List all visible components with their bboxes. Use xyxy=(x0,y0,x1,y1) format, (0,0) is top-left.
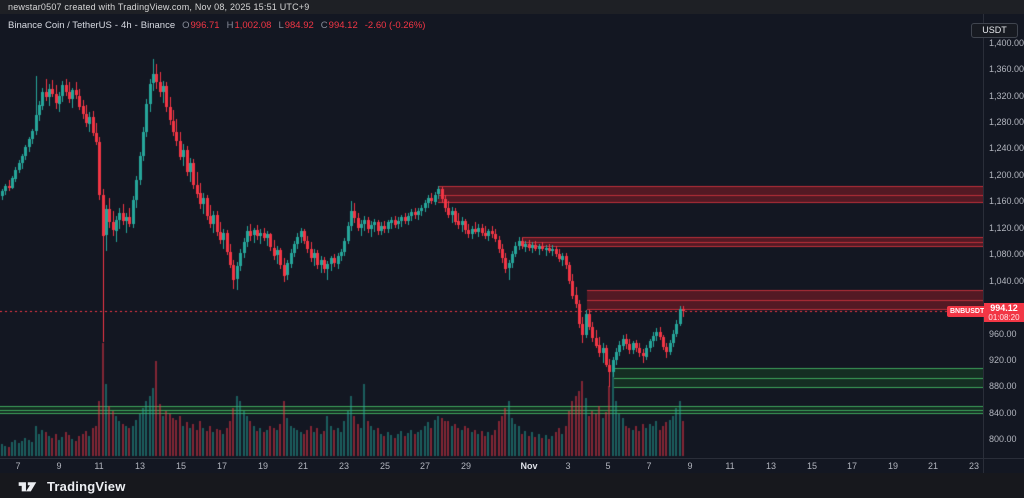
symbol-legend: Binance Coin / TetherUS -4h - Binance O996.7… xyxy=(8,20,425,31)
axis-separator xyxy=(983,14,984,473)
time-tick: 19 xyxy=(257,461,268,471)
tradingview-wordmark: TradingView xyxy=(47,479,126,494)
last-price-value: 994.12 xyxy=(990,303,1018,313)
time-tick: 11 xyxy=(94,461,104,471)
attribution-text: newstar0507 created with TradingView.com… xyxy=(8,2,310,12)
time-tick: 3 xyxy=(565,461,571,471)
candlestick-chart[interactable] xyxy=(0,14,983,458)
open-value: 996.71 xyxy=(190,20,220,31)
time-tick: 13 xyxy=(765,461,776,471)
change-value: -2.60 (-0.26%) xyxy=(364,20,426,31)
symbol-price-tag: BNBUSDT xyxy=(947,306,988,317)
time-tick: 9 xyxy=(56,461,62,471)
attribution-bar: newstar0507 created with TradingView.com… xyxy=(0,0,1024,14)
high-label: H xyxy=(226,20,234,31)
time-tick: 21 xyxy=(927,461,938,471)
time-tick: 21 xyxy=(297,461,308,471)
tradingview-logo xyxy=(18,478,40,495)
time-tick: 5 xyxy=(605,461,611,471)
price-axis[interactable]: 1,400.00 1,360.00 1,320.00 1,280.00 1,240.00… xyxy=(984,14,1024,458)
legend-separator: - xyxy=(134,20,138,31)
time-tick: 23 xyxy=(338,461,349,471)
time-axis[interactable]: 7 9 11 13 15 17 19 21 23 25 27 29 Nov 3 5 7 9 11 13 15 17 19 2… xyxy=(0,458,1024,473)
tradingview-link[interactable]: TradingView xyxy=(18,478,126,495)
price-tick: 840.00 xyxy=(989,407,1017,418)
low-value: 984.92 xyxy=(284,20,314,31)
time-tick: 7 xyxy=(646,461,652,471)
close-label: C xyxy=(320,20,328,31)
price-tick: 1,240.00 xyxy=(989,143,1024,154)
bar-countdown: 01:08:20 xyxy=(988,313,1020,322)
price-tick: 1,040.00 xyxy=(989,275,1024,286)
time-tick: 27 xyxy=(419,461,430,471)
price-tick: 1,160.00 xyxy=(989,196,1024,207)
time-tick: 13 xyxy=(134,461,145,471)
time-tick: 19 xyxy=(887,461,898,471)
price-tick: 1,320.00 xyxy=(989,90,1024,101)
price-tick: 1,400.00 xyxy=(989,37,1024,48)
close-value: 994.12 xyxy=(328,20,358,31)
time-tick: 17 xyxy=(846,461,857,471)
time-tick: 9 xyxy=(687,461,693,471)
price-tick: 1,200.00 xyxy=(989,169,1024,180)
time-tick: 11 xyxy=(725,461,735,471)
time-tick: 25 xyxy=(379,461,390,471)
time-tick: 15 xyxy=(806,461,817,471)
symbol-name[interactable]: Binance Coin / TetherUS xyxy=(8,20,112,31)
price-tick: 920.00 xyxy=(989,354,1017,365)
price-tick: 880.00 xyxy=(989,381,1017,392)
footer-bar: TradingView xyxy=(0,473,1024,498)
price-tick: 960.00 xyxy=(989,328,1017,339)
time-tick: 7 xyxy=(15,461,21,471)
time-tick: 15 xyxy=(175,461,186,471)
price-tick: 1,360.00 xyxy=(989,64,1024,75)
time-tick: 17 xyxy=(216,461,227,471)
legend-separator: - xyxy=(114,20,119,31)
low-label: L xyxy=(278,20,284,31)
time-tick: 23 xyxy=(968,461,979,471)
exchange-label: Binance xyxy=(140,20,176,31)
currency-toggle-button[interactable]: USDT xyxy=(971,23,1018,38)
price-tick: 800.00 xyxy=(989,434,1017,445)
price-tick: 1,120.00 xyxy=(989,222,1024,233)
high-value: 1,002.08 xyxy=(234,20,272,31)
time-tick: 29 xyxy=(460,461,471,471)
price-tick: 1,280.00 xyxy=(989,117,1024,128)
price-tick: 1,080.00 xyxy=(989,249,1024,260)
open-label: O xyxy=(182,20,190,31)
last-price-label: 994.12 01:08:20 xyxy=(984,303,1024,322)
interval-label[interactable]: 4h xyxy=(121,20,132,31)
time-tick: Nov xyxy=(520,461,538,471)
